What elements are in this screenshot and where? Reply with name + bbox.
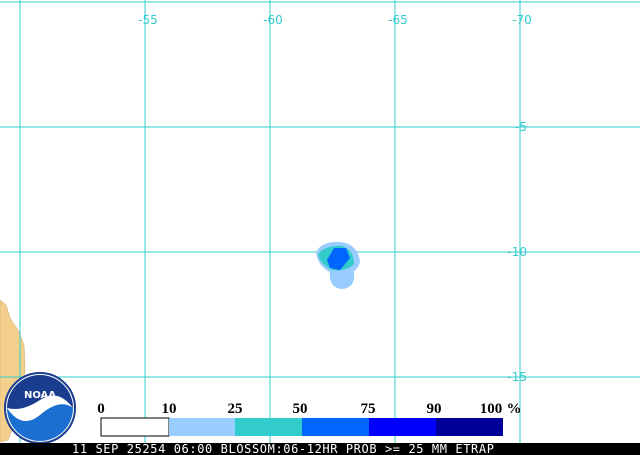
- lat-label: -10: [507, 245, 527, 259]
- noaa-logo: NOAA: [4, 372, 76, 444]
- caption-bar: [0, 443, 640, 455]
- legend-swatch: [369, 418, 436, 436]
- legend-swatch: [169, 418, 235, 436]
- lon-label: -65: [388, 13, 408, 27]
- legend-label: 25: [228, 401, 243, 417]
- legend-label: 0: [97, 401, 105, 417]
- lon-label: -70: [512, 13, 532, 27]
- legend-label: 50: [293, 401, 308, 417]
- caption: 11 SEP 25254 06:00 BLOSSOM:06-12HR PROB …: [72, 442, 495, 455]
- lon-label: -55: [138, 13, 158, 27]
- legend-unit: %: [507, 401, 522, 417]
- legend-label: 90: [427, 401, 442, 417]
- legend-label: 10: [162, 401, 177, 417]
- probability-area: [316, 241, 360, 289]
- legend-swatch: [436, 418, 503, 436]
- legend-label: 75: [361, 401, 376, 417]
- legend: 0 10 25 50 75 90 100 %: [97, 401, 522, 437]
- lat-label: -15: [507, 370, 527, 384]
- legend-swatch: [302, 418, 369, 436]
- legend-label: 100: [480, 401, 503, 417]
- logo-text: NOAA: [24, 390, 56, 401]
- legend-swatch: [235, 418, 302, 436]
- lat-label: -5: [515, 120, 527, 134]
- legend-swatch: [100, 417, 170, 437]
- graticule: [0, 0, 640, 443]
- lon-label: -60: [263, 13, 283, 27]
